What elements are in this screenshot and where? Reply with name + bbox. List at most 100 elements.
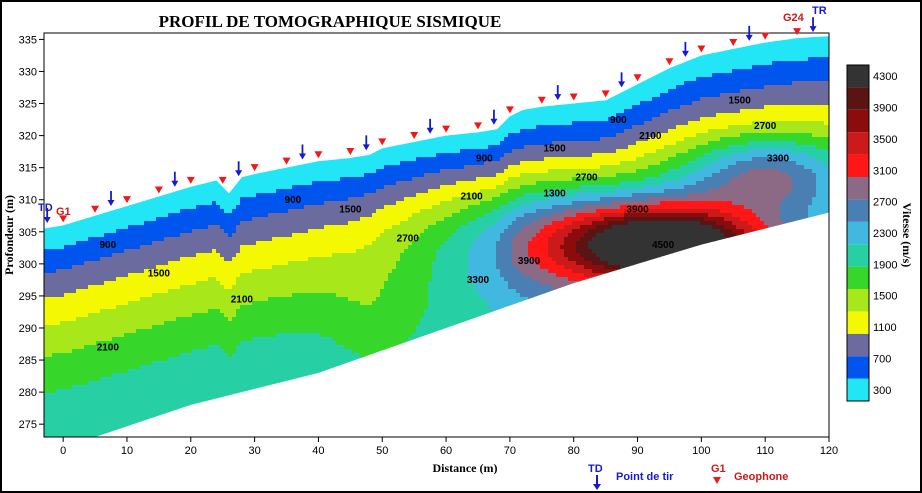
velocity-cell [188,349,193,354]
velocity-cell [160,209,165,214]
velocity-cell [148,161,153,166]
velocity-cell [108,409,113,414]
velocity-cell [64,129,69,134]
velocity-cell [192,281,197,286]
velocity-cell [116,157,121,162]
velocity-cell [56,269,61,274]
velocity-cell [204,409,209,414]
velocity-cell [148,97,153,102]
velocity-cell [132,281,137,286]
velocity-cell [148,125,153,130]
velocity-cell [168,309,173,314]
velocity-cell [196,385,201,390]
velocity-cell [164,289,169,294]
velocity-cell [100,113,105,118]
velocity-cell [220,377,225,382]
velocity-cell [68,121,73,126]
velocity-cell [72,89,77,94]
velocity-cell [100,209,105,214]
velocity-cell [156,45,161,50]
velocity-cell [176,417,181,422]
velocity-cell [116,113,121,118]
velocity-cell [204,285,209,290]
velocity-cell [176,389,181,394]
velocity-cell [152,277,157,282]
velocity-cell [212,369,217,374]
velocity-cell [240,97,245,102]
velocity-cell [172,413,177,418]
velocity-cell [44,277,49,282]
velocity-cell [136,213,141,218]
velocity-cell [156,249,161,254]
velocity-cell [204,221,209,226]
velocity-cell [208,385,213,390]
velocity-cell [208,333,213,338]
velocity-cell [224,241,229,246]
velocity-cell [152,65,157,70]
velocity-cell [184,353,189,358]
velocity-cell [236,393,241,398]
velocity-cell [200,177,205,182]
velocity-cell [236,53,241,58]
velocity-cell [208,421,213,426]
velocity-cell [160,121,165,126]
velocity-cell [220,113,225,118]
velocity-cell [156,237,161,242]
velocity-cell [116,241,121,246]
velocity-cell [84,401,89,406]
velocity-cell [120,245,125,250]
velocity-cell [196,401,201,406]
velocity-cell [220,97,225,102]
velocity-cell [236,221,241,226]
velocity-cell [212,249,217,254]
velocity-cell [164,177,169,182]
velocity-cell [112,321,117,326]
velocity-cell [144,117,149,122]
velocity-cell [124,61,129,66]
velocity-cell [208,405,213,410]
velocity-cell [120,325,125,330]
velocity-cell [64,161,69,166]
velocity-cell [100,161,105,166]
velocity-cell [148,333,153,338]
velocity-cell [64,49,69,54]
velocity-cell [228,245,233,250]
velocity-cell [116,205,121,210]
velocity-cell [204,149,209,154]
velocity-cell [100,269,105,274]
velocity-cell [144,69,149,74]
velocity-cell [116,393,121,398]
velocity-cell [240,157,245,162]
velocity-cell [140,253,145,258]
velocity-cell [228,357,233,362]
velocity-cell [224,401,229,406]
velocity-cell [124,361,129,366]
velocity-cell [136,81,141,86]
velocity-cell [148,77,153,82]
velocity-cell [172,53,177,58]
velocity-cell [200,133,205,138]
velocity-cell [168,225,173,230]
velocity-cell [216,269,221,274]
velocity-cell [124,105,129,110]
velocity-cell [136,345,141,350]
velocity-cell [164,185,169,190]
velocity-cell [108,89,113,94]
velocity-cell [148,393,153,398]
velocity-cell [152,281,157,286]
velocity-cell [172,197,177,202]
velocity-cell [84,229,89,234]
velocity-cell [160,273,165,278]
velocity-cell [140,133,145,138]
velocity-cell [116,45,121,50]
velocity-cell [212,81,217,86]
velocity-cell [68,93,73,98]
velocity-cell [164,141,169,146]
velocity-cell [100,373,105,378]
velocity-cell [220,213,225,218]
velocity-cell [148,113,153,118]
velocity-cell [92,253,97,258]
velocity-cell [164,121,169,126]
velocity-cell [92,201,97,206]
velocity-cell [184,253,189,258]
